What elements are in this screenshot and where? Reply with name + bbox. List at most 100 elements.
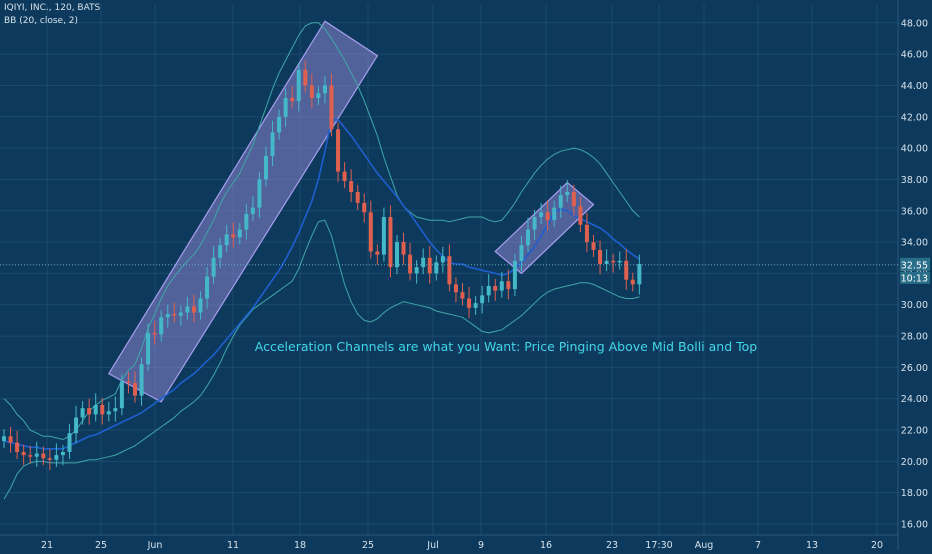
- candle-body: [172, 314, 177, 316]
- candle-body: [34, 453, 39, 457]
- candle-body: [539, 212, 544, 218]
- candle-body: [205, 276, 210, 299]
- candle-body: [447, 256, 452, 285]
- x-tick-label: 18: [294, 540, 306, 550]
- candle-body: [264, 155, 268, 180]
- candle-body: [427, 257, 432, 274]
- x-tick-label: 20: [871, 540, 883, 550]
- candle-body: [80, 408, 85, 418]
- candle-body: [224, 234, 229, 246]
- candle-body: [231, 234, 236, 238]
- candle-body: [493, 285, 498, 291]
- candle-body: [106, 411, 111, 415]
- candle-body: [591, 242, 596, 250]
- candle-body: [611, 260, 616, 263]
- candle-body: [296, 69, 301, 102]
- chart-annotation: Acceleration Channels are what you Want:…: [255, 339, 757, 354]
- candle-body: [218, 245, 223, 258]
- y-tick-label: 26.00: [901, 363, 928, 374]
- channel-1: [107, 20, 379, 403]
- candle-body: [362, 202, 367, 213]
- candle-body: [74, 417, 79, 434]
- candle-body: [28, 455, 33, 457]
- candle-body: [2, 436, 6, 442]
- y-tick-label: 30.00: [901, 300, 928, 311]
- x-tick-label: 13: [806, 540, 818, 550]
- candle-body: [604, 260, 609, 265]
- x-tick-label: Jul: [426, 540, 438, 550]
- candle-body: [381, 217, 386, 255]
- x-tick-label: 17:30: [645, 540, 672, 550]
- candle-body: [630, 279, 635, 285]
- candle-body: [571, 191, 576, 207]
- candle-body: [532, 217, 537, 230]
- candle-body: [617, 260, 622, 263]
- symbol-title: IQIYI, INC., 120, BATS: [4, 3, 101, 13]
- candle-body: [159, 317, 164, 335]
- candle-body: [467, 298, 472, 308]
- candle-body: [309, 85, 314, 98]
- candle-body: [60, 451, 65, 456]
- candle-body: [355, 191, 360, 203]
- candle-body: [637, 264, 642, 285]
- candle-body: [342, 171, 347, 181]
- candle-body: [47, 458, 52, 460]
- y-tick-label: 36.00: [901, 206, 928, 217]
- candle-body: [250, 207, 255, 214]
- candle-body: [283, 97, 288, 117]
- y-tick-label: 34.00: [901, 238, 928, 249]
- countdown-label: 10:13: [901, 273, 928, 284]
- y-tick-label: 24.00: [901, 394, 928, 405]
- candle-body: [512, 260, 517, 290]
- candle-body: [198, 298, 203, 313]
- candle-body: [440, 256, 445, 263]
- candle-body: [499, 281, 504, 291]
- candle-body: [460, 292, 465, 299]
- candle-body: [152, 332, 157, 335]
- y-tick-label: 18.00: [901, 488, 928, 499]
- candle-body: [552, 207, 557, 221]
- last-price-label: 32.55: [901, 260, 928, 271]
- candle-body: [408, 254, 413, 274]
- candle-body: [146, 332, 151, 365]
- indicator-label: BB (20, close, 2): [4, 16, 79, 26]
- countdown-box: [900, 271, 930, 284]
- bb-upper-line: [3, 22, 640, 441]
- candle-body: [67, 433, 72, 452]
- candles: [2, 60, 642, 470]
- bb-basis-line: [3, 119, 640, 450]
- y-tick-label: 40.00: [901, 144, 928, 155]
- y-tick-label: 20.00: [901, 457, 928, 468]
- candle-body: [598, 249, 603, 265]
- candle-body: [578, 206, 583, 225]
- candle-body: [185, 306, 190, 313]
- candle-body: [244, 213, 249, 230]
- candle-body: [375, 251, 380, 255]
- candle-body: [139, 364, 144, 396]
- x-tick-label: 7: [755, 540, 761, 550]
- last-price-box: [900, 257, 930, 271]
- x-tick-label: 23: [606, 540, 618, 550]
- x-tick-label: 25: [362, 540, 374, 550]
- candle-body: [453, 284, 458, 293]
- x-tick-label: 11: [227, 540, 239, 550]
- y-tick-label: 28.00: [901, 332, 928, 343]
- candle-body: [191, 306, 196, 313]
- candle-body: [395, 242, 399, 268]
- candle-body: [526, 229, 530, 246]
- y-tick-label: 38.00: [901, 175, 928, 186]
- candle-body: [506, 281, 511, 290]
- candle-body: [277, 116, 282, 133]
- y-tick-label: 44.00: [901, 81, 928, 92]
- x-tick-label: 25: [95, 540, 107, 550]
- candle-body: [368, 212, 373, 252]
- candle-body: [624, 260, 629, 280]
- channel-2: [494, 181, 595, 275]
- candle-body: [349, 181, 354, 192]
- x-tick-label: 21: [41, 540, 53, 550]
- x-tick-label: 16: [540, 540, 552, 550]
- candle-body: [336, 129, 341, 172]
- candle-body: [388, 217, 393, 268]
